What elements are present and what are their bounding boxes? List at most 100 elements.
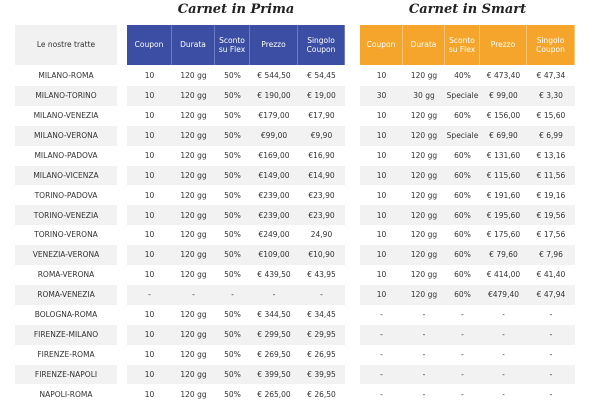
cell: - xyxy=(360,304,403,325)
group-title: Carnet in Prima xyxy=(177,2,295,17)
cell: 10 xyxy=(127,265,172,285)
cell: 10 xyxy=(360,66,403,86)
cell: € 269,50 xyxy=(250,344,298,365)
cell: 120 gg xyxy=(403,165,445,186)
cell: - xyxy=(445,384,480,404)
cell: € 191,60 xyxy=(480,185,527,206)
cell: € 175,60 xyxy=(480,225,527,246)
cell: - xyxy=(445,364,480,385)
cell: 10 xyxy=(127,324,172,345)
cell: 60% xyxy=(445,265,480,285)
cell: 10 xyxy=(127,85,172,106)
cell: 10 xyxy=(127,344,172,365)
cell: - xyxy=(527,384,575,404)
cell: 120 gg xyxy=(172,265,215,285)
cell: €16,90 xyxy=(298,145,345,166)
cell: 120 gg xyxy=(403,225,445,246)
route-name: VENEZIA-VERONA xyxy=(15,245,117,265)
cell: € 54,45 xyxy=(298,66,345,86)
cell: € 41,40 xyxy=(527,265,575,285)
cell: 10 xyxy=(360,205,403,226)
cell: €109,00 xyxy=(250,245,298,265)
route-name: FIRENZE-ROMA xyxy=(15,344,117,365)
group-title: Carnet in Smart xyxy=(408,2,527,17)
cell: - xyxy=(527,304,575,325)
cell: 120 gg xyxy=(403,66,445,86)
cell: €249,00 xyxy=(250,225,298,246)
cell: - xyxy=(127,284,172,305)
cell: 30 gg xyxy=(403,85,445,106)
cell: € 99,00 xyxy=(480,85,527,106)
cell: - xyxy=(445,324,480,345)
cell: 120 gg xyxy=(172,165,215,186)
route-name: MILANO-VICENZA xyxy=(15,165,117,186)
cell: €479,40 xyxy=(480,284,527,305)
cell: 10 xyxy=(127,205,172,226)
cell: € 344,50 xyxy=(250,304,298,325)
cell: 10 xyxy=(127,245,172,265)
cell: - xyxy=(403,364,445,385)
cell: 10 xyxy=(360,125,403,146)
cell: 120 gg xyxy=(172,145,215,166)
cell: 120 gg xyxy=(403,185,445,206)
route-name: MILANO-TORINO xyxy=(15,85,117,106)
cell: 10 xyxy=(360,145,403,166)
cell: 10 xyxy=(127,165,172,186)
cell: 60% xyxy=(445,145,480,166)
cell: € 19,00 xyxy=(298,85,345,106)
cell: € 3,30 xyxy=(527,85,575,106)
cell: 10 xyxy=(127,225,172,246)
route-name: MILANO-ROMA xyxy=(15,66,117,86)
route-name: TORINO-VENEZIA xyxy=(15,205,117,226)
cell: € 26,95 xyxy=(298,344,345,365)
route-name: MILANO-PADOVA xyxy=(15,145,117,166)
cell: € 115,60 xyxy=(480,165,527,186)
column-header: Singolo Coupon xyxy=(298,25,345,65)
cell: - xyxy=(360,324,403,345)
cell: 120 gg xyxy=(172,66,215,86)
cell: 50% xyxy=(215,66,250,86)
cell: - xyxy=(527,344,575,365)
cell: € 19,56 xyxy=(527,205,575,226)
cell: 10 xyxy=(360,105,403,126)
cell: € 47,94 xyxy=(527,284,575,305)
column-header: Le nostre tratte xyxy=(15,25,117,65)
cell: €239,00 xyxy=(250,205,298,226)
cell: €23,90 xyxy=(298,185,345,206)
cell: 60% xyxy=(445,225,480,246)
cell: €9,90 xyxy=(298,125,345,146)
cell: 10 xyxy=(360,165,403,186)
cell: € 439,50 xyxy=(250,265,298,285)
cell: 50% xyxy=(215,165,250,186)
cell: 50% xyxy=(215,145,250,166)
cell: 60% xyxy=(445,284,480,305)
cell: € 399,50 xyxy=(250,364,298,385)
cell: € 156,00 xyxy=(480,105,527,126)
column-header: Durata xyxy=(403,25,445,65)
cell: 60% xyxy=(445,185,480,206)
cell: 50% xyxy=(215,364,250,385)
route-name: MILANO-VERONA xyxy=(15,125,117,146)
cell: - xyxy=(403,344,445,365)
cell: 120 gg xyxy=(172,205,215,226)
cell: 40% xyxy=(445,66,480,86)
route-name: TORINO-VERONA xyxy=(15,225,117,246)
cell: 120 gg xyxy=(403,284,445,305)
route-name: NAPOLI-ROMA xyxy=(15,384,117,404)
cell: € 544,50 xyxy=(250,66,298,86)
cell: 120 gg xyxy=(403,145,445,166)
cell: 120 gg xyxy=(172,185,215,206)
cell: - xyxy=(445,344,480,365)
cell: - xyxy=(527,324,575,345)
cell: 10 xyxy=(127,384,172,404)
cell: 10 xyxy=(360,284,403,305)
cell: € 15,60 xyxy=(527,105,575,126)
cell: € 299,50 xyxy=(250,324,298,345)
cell: €23,90 xyxy=(298,205,345,226)
cell: 50% xyxy=(215,185,250,206)
cell: € 195,60 xyxy=(480,205,527,226)
cell: 120 gg xyxy=(172,245,215,265)
cell: € 131,60 xyxy=(480,145,527,166)
cell: €149,00 xyxy=(250,165,298,186)
cell: 120 gg xyxy=(172,125,215,146)
